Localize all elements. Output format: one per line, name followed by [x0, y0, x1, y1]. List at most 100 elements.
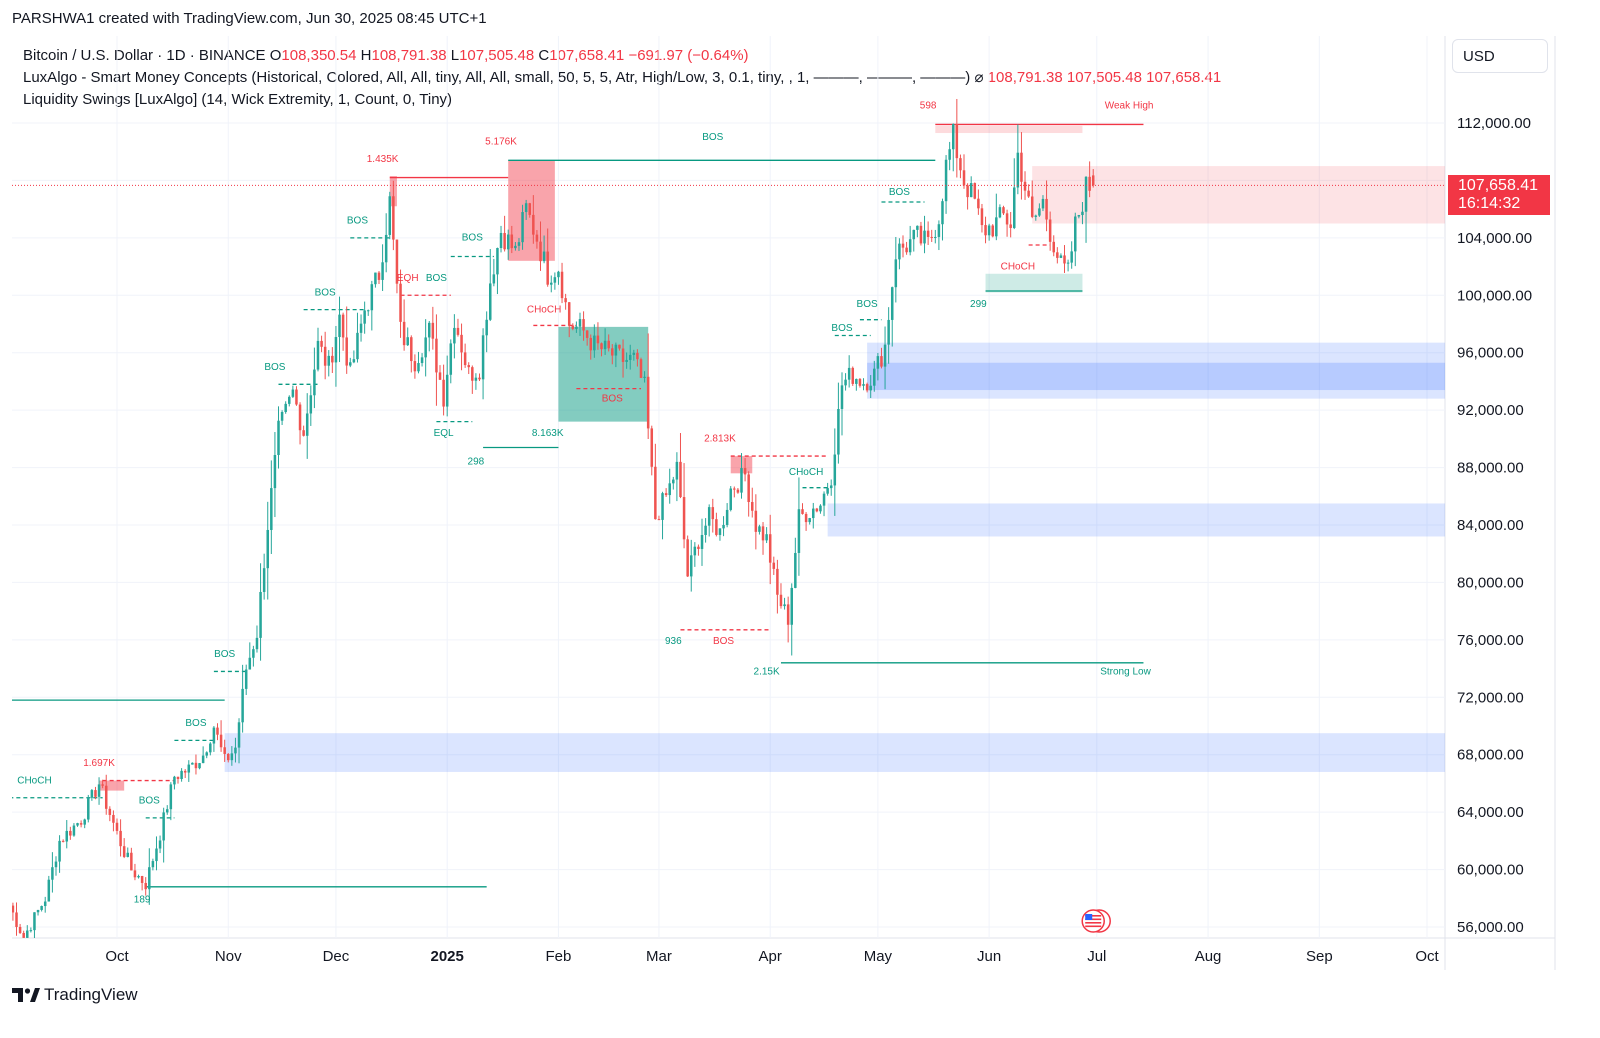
candle-body	[252, 649, 255, 658]
candle-body	[212, 727, 216, 744]
candle-body	[489, 283, 492, 320]
candle-body	[812, 508, 815, 519]
order-block-zone	[558, 326, 649, 422]
candle-body	[496, 248, 499, 275]
candle-body	[618, 344, 621, 349]
currency-selector[interactable]: USD	[1452, 39, 1548, 73]
indicator-smc-row[interactable]: LuxAlgo - Smart Money Concepts (Historic…	[23, 67, 1221, 89]
candle-body	[966, 185, 969, 198]
candle-body	[176, 776, 180, 779]
candle-body	[833, 454, 837, 486]
candle-body	[596, 335, 600, 344]
indicator-liquidity-row[interactable]: Liquidity Swings [LuxAlgo] (14, Wick Ext…	[23, 89, 1221, 111]
x-tick-label: Aug	[1195, 948, 1222, 965]
candle-body	[686, 539, 689, 577]
candle-body	[908, 239, 912, 253]
candle-body	[1016, 152, 1020, 188]
candle-body	[639, 359, 643, 378]
y-tick-label: 56,000.00	[1457, 919, 1524, 936]
candle-body	[819, 505, 822, 512]
us-flag-event-icon[interactable]	[1081, 909, 1111, 933]
candle-body	[499, 232, 503, 249]
symbol-title[interactable]: Bitcoin / U.S. Dollar · 1D · BINANCE	[23, 47, 266, 64]
candle-body	[399, 283, 402, 322]
structure-label: 299	[970, 299, 987, 310]
candle-body	[406, 337, 409, 346]
tradingview-logo[interactable]: TradingView	[12, 985, 138, 1005]
structure-label: EQH	[397, 273, 419, 284]
structure-label: CHoCH	[1001, 261, 1035, 272]
candle-body	[302, 430, 305, 436]
candle-body	[83, 819, 86, 825]
candle-body	[140, 876, 144, 883]
candle-body	[786, 604, 790, 625]
structure-label: CHoCH	[17, 775, 51, 786]
order-block-zone	[99, 780, 125, 791]
eye-icon[interactable]: ⌀	[974, 69, 984, 86]
candle-body	[567, 302, 571, 326]
candle-body	[295, 389, 298, 405]
close-value: 107,658.41	[549, 47, 625, 64]
structure-label: BOS	[602, 394, 623, 405]
candle-body	[847, 367, 851, 380]
candle-body	[241, 688, 244, 723]
candle-body	[557, 271, 560, 278]
candle-body	[661, 493, 664, 520]
candle-body	[646, 376, 650, 429]
candle-body	[995, 217, 998, 237]
candle-body	[122, 846, 126, 857]
order-block-zone	[985, 273, 1083, 293]
candle-body	[532, 214, 535, 235]
candle-body	[273, 455, 277, 489]
candle-body	[829, 485, 833, 489]
candle-body	[456, 327, 460, 335]
structure-label: 2.813K	[704, 434, 736, 445]
candle-body	[417, 363, 420, 372]
candle-body	[779, 594, 783, 607]
candle-body	[539, 241, 542, 262]
candle-body	[607, 340, 610, 349]
candle-body	[894, 259, 898, 288]
candle-body	[794, 552, 797, 588]
candle-body	[901, 243, 905, 248]
candle-body	[1027, 190, 1030, 197]
candle-body	[22, 932, 25, 938]
order-block-zone	[867, 362, 1445, 391]
candle-body	[244, 669, 248, 689]
candle-body	[277, 420, 280, 456]
candle-body	[959, 158, 962, 171]
candle-body	[675, 461, 679, 480]
candle-body	[707, 507, 711, 526]
candle-body	[471, 367, 474, 381]
plot-area: CHoCH 1.697K BOS 189 BOS BOS BOS BOS BOS 1.435K EQ…	[12, 98, 1445, 938]
candle-body	[937, 224, 941, 237]
candle-body	[381, 262, 384, 280]
candle-body	[370, 284, 374, 311]
candle-body	[862, 384, 865, 386]
candle-body	[420, 357, 424, 364]
indicator-liquidity-title[interactable]: Liquidity Swings [LuxAlgo] (14, Wick Ext…	[23, 91, 453, 108]
candle-body	[205, 752, 208, 756]
bar-countdown: 16:14:32	[1458, 195, 1521, 212]
candle-body	[550, 282, 553, 285]
candle-body	[187, 764, 191, 773]
candle-body	[341, 314, 345, 338]
candle-body	[104, 785, 108, 809]
high-value: 108,791.38	[371, 47, 447, 64]
structure-label: 298	[468, 457, 485, 468]
candle-body	[1074, 216, 1077, 252]
candle-body	[733, 488, 736, 490]
candle-body	[751, 502, 754, 511]
structure-label: BOS	[713, 636, 734, 647]
candle-body	[280, 412, 284, 421]
candle-body	[657, 519, 661, 521]
candle-body	[697, 546, 700, 549]
flag-stripe	[1085, 918, 1102, 921]
indicator-smc-title[interactable]: LuxAlgo - Smart Money Concepts (Historic…	[23, 69, 971, 86]
structure-label: 189	[134, 895, 151, 906]
candle-body	[1041, 198, 1045, 209]
indicator-smc-values: 108,791.38 107,505.48 107,658.41	[987, 69, 1222, 86]
candle-body	[384, 234, 388, 263]
candle-body	[259, 591, 262, 638]
